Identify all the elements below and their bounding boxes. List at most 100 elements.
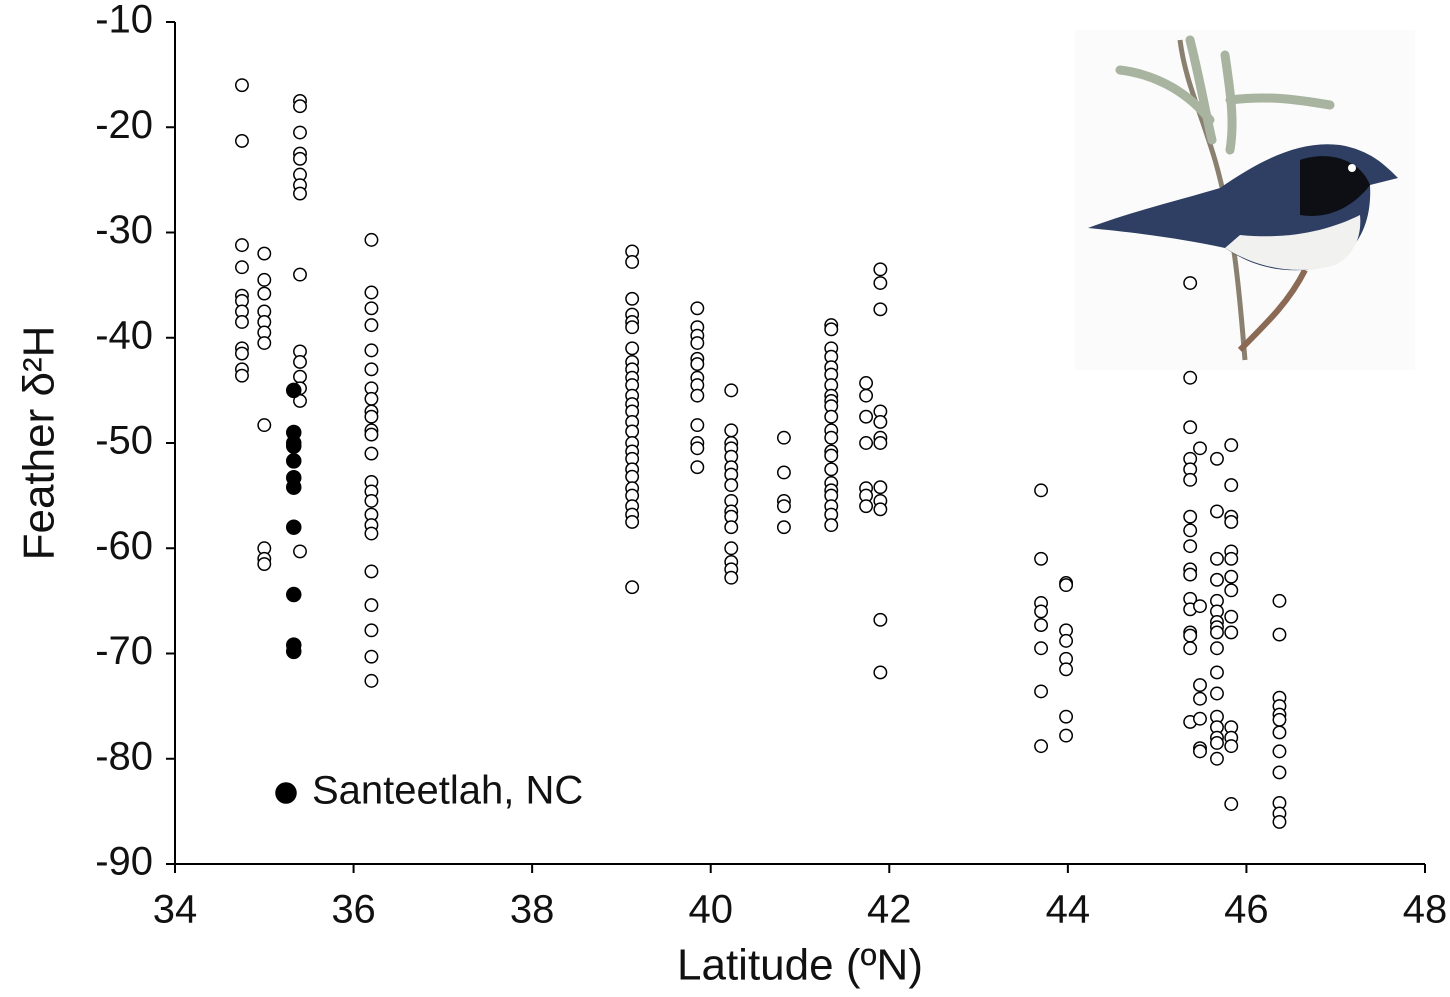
- point: [1035, 685, 1047, 697]
- point: [365, 565, 377, 577]
- point: [626, 581, 638, 593]
- point: [691, 337, 703, 349]
- point: [236, 347, 248, 359]
- point: [1225, 626, 1237, 638]
- point: [365, 624, 377, 636]
- point: [1060, 729, 1072, 741]
- point: [1225, 584, 1237, 596]
- point: [725, 384, 737, 396]
- x-tick-label: 42: [867, 888, 912, 932]
- point: [825, 410, 837, 422]
- point: [691, 358, 703, 370]
- point: [1211, 737, 1223, 749]
- point: [365, 302, 377, 314]
- y-tick-label: -60: [95, 524, 153, 568]
- point: [365, 344, 377, 356]
- point: [287, 588, 301, 602]
- point: [1225, 516, 1237, 528]
- point: [1211, 553, 1223, 565]
- point: [258, 419, 270, 431]
- point: [626, 342, 638, 354]
- point: [1184, 277, 1196, 289]
- point: [365, 410, 377, 422]
- legend: Santeetlah, NC: [276, 769, 583, 813]
- point: [860, 500, 872, 512]
- point: [1184, 372, 1196, 384]
- point: [294, 126, 306, 138]
- point: [1211, 666, 1223, 678]
- y-tick-label: -80: [95, 734, 153, 778]
- point: [1035, 484, 1047, 496]
- point: [236, 261, 248, 273]
- point: [874, 481, 886, 493]
- x-tick-label: 44: [1046, 888, 1091, 932]
- point: [287, 383, 301, 397]
- point: [1060, 710, 1072, 722]
- point: [1035, 740, 1047, 752]
- point: [874, 277, 886, 289]
- point: [365, 363, 377, 375]
- point: [1194, 679, 1206, 691]
- point: [365, 495, 377, 507]
- point: [236, 135, 248, 147]
- point: [1273, 726, 1285, 738]
- point: [365, 447, 377, 459]
- x-tick-label: 38: [510, 888, 555, 932]
- point: [825, 463, 837, 475]
- y-tick-label: -50: [95, 419, 153, 463]
- point: [691, 389, 703, 401]
- point: [294, 187, 306, 199]
- point: [626, 516, 638, 528]
- point: [626, 293, 638, 305]
- point: [1184, 510, 1196, 522]
- point: [874, 503, 886, 515]
- point: [1211, 453, 1223, 465]
- point: [1211, 642, 1223, 654]
- y-tick-label: -90: [95, 840, 153, 884]
- y-tick-label: -70: [95, 629, 153, 673]
- point: [1211, 505, 1223, 517]
- point: [825, 519, 837, 531]
- point: [1211, 626, 1223, 638]
- point: [1225, 439, 1237, 451]
- point: [1225, 570, 1237, 582]
- y-tick-label: -10: [95, 0, 153, 42]
- point: [1194, 442, 1206, 454]
- point: [365, 650, 377, 662]
- point: [1194, 745, 1206, 757]
- point: [1225, 479, 1237, 491]
- point: [860, 389, 872, 401]
- point: [1194, 713, 1206, 725]
- point: [860, 437, 872, 449]
- point: [825, 449, 837, 461]
- point: [258, 287, 270, 299]
- point: [874, 263, 886, 275]
- point: [725, 542, 737, 554]
- point: [1184, 642, 1196, 654]
- bird-eye: [1348, 164, 1356, 172]
- legend-marker: [276, 783, 296, 803]
- point: [365, 527, 377, 539]
- point: [1211, 753, 1223, 765]
- point: [725, 572, 737, 584]
- point: [365, 234, 377, 246]
- point: [236, 369, 248, 381]
- point: [1273, 714, 1285, 726]
- point: [258, 247, 270, 259]
- point: [778, 521, 790, 533]
- point: [1060, 635, 1072, 647]
- point: [626, 470, 638, 482]
- x-axis-title: Latitude (ºN): [677, 941, 923, 990]
- point: [1184, 568, 1196, 580]
- point: [725, 521, 737, 533]
- point: [1035, 619, 1047, 631]
- point: [1273, 628, 1285, 640]
- point: [365, 319, 377, 331]
- point: [1273, 766, 1285, 778]
- point: [365, 286, 377, 298]
- y-tick-label: -40: [95, 313, 153, 357]
- point: [1211, 687, 1223, 699]
- point: [287, 520, 301, 534]
- point: [294, 370, 306, 382]
- x-tick-label: 48: [1403, 888, 1448, 932]
